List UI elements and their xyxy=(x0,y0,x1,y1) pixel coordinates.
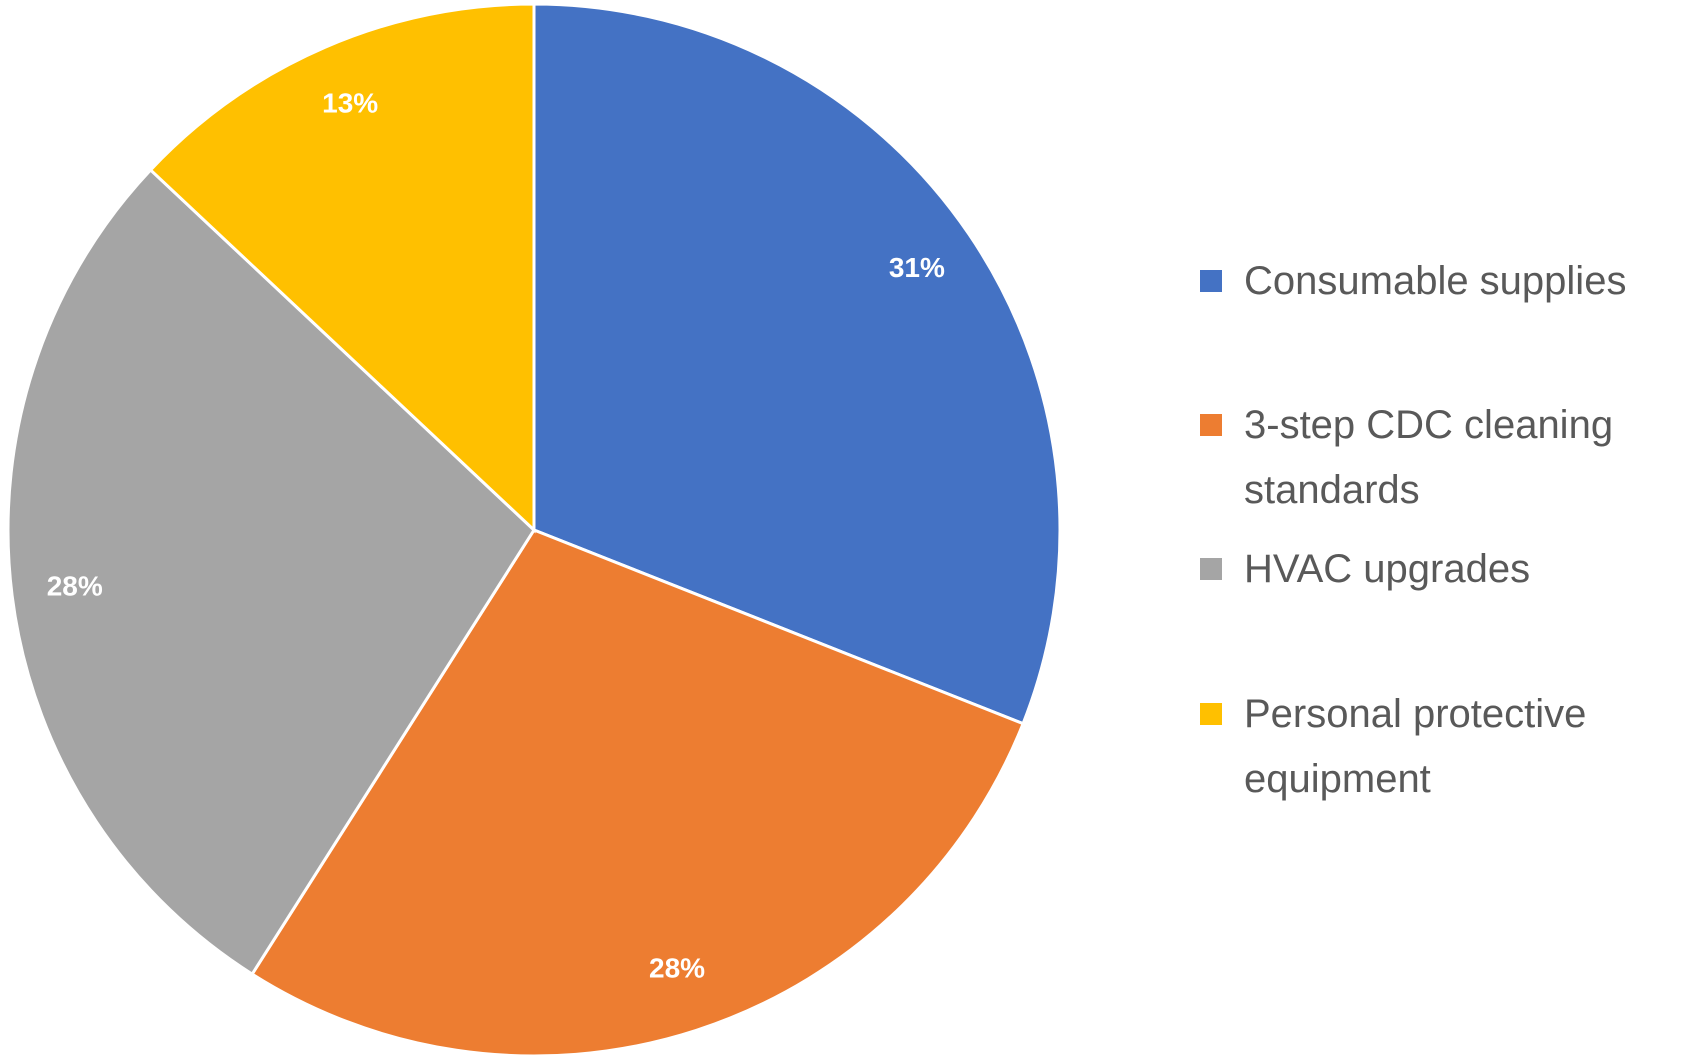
legend-swatch xyxy=(1200,558,1222,580)
legend-label: Personal protective equipment xyxy=(1244,692,1587,801)
data-label: 13% xyxy=(322,88,378,119)
pie-slice xyxy=(148,2,536,534)
legend-item: Personal protective equipment xyxy=(1200,690,1699,812)
data-label: 28% xyxy=(47,570,103,601)
legend-label: 3-step CDC cleaning standards xyxy=(1244,403,1614,512)
legend-item: 3-step CDC cleaning standards xyxy=(1200,401,1699,523)
legend-label: Consumable supplies xyxy=(1244,259,1627,303)
data-label: 28% xyxy=(649,953,705,984)
legend-item: Consumable supplies xyxy=(1200,257,1699,314)
legend-item: HVAC upgrades xyxy=(1200,545,1699,602)
pie-slice xyxy=(532,2,1062,726)
pie-slice xyxy=(250,528,1026,1058)
data-label: 31% xyxy=(889,252,945,283)
legend-swatch xyxy=(1200,270,1222,292)
pie-slice xyxy=(6,167,536,977)
legend-label: HVAC upgrades xyxy=(1244,547,1531,591)
legend-swatch xyxy=(1200,703,1222,725)
legend-swatch xyxy=(1200,414,1222,436)
